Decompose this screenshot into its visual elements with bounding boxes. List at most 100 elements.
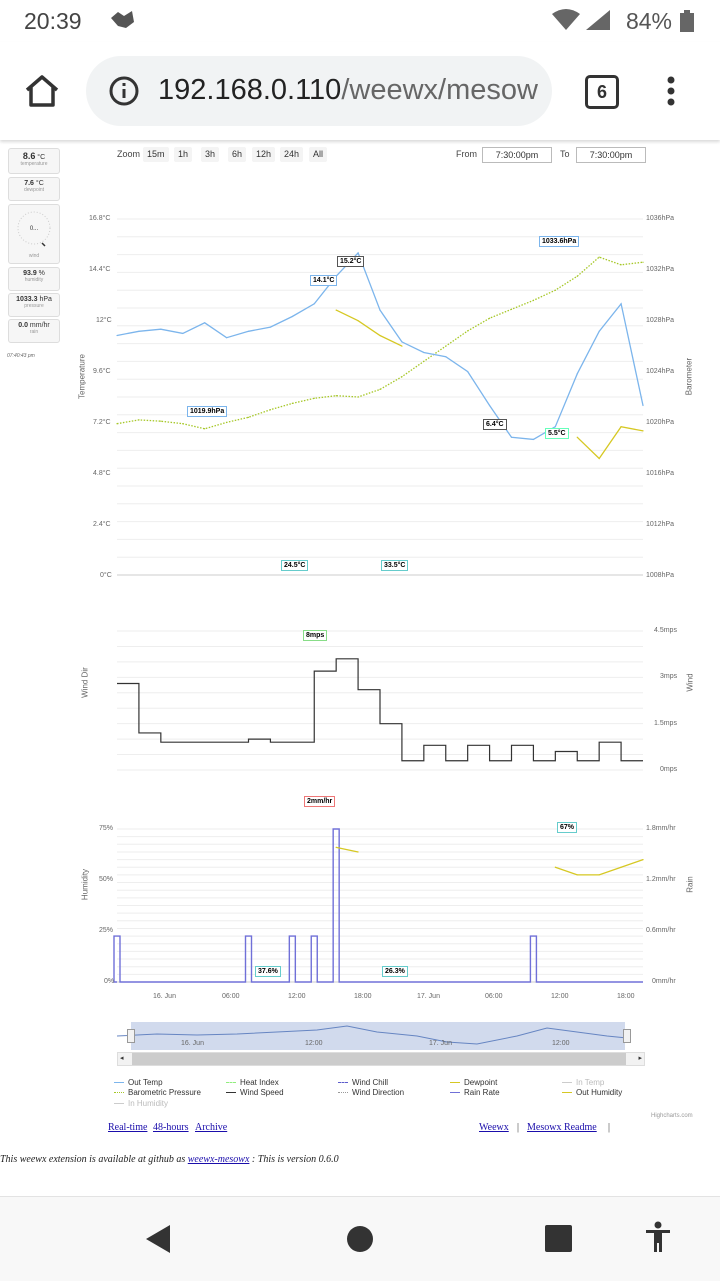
flag-dewpoint-min[interactable]: 5.5°C [545,428,569,439]
weewx-link[interactable]: Weewx [479,1122,509,1133]
legend-barometric-pressure[interactable]: Barometric Pressure [114,1088,201,1097]
xtick-4: 17. Jun [417,993,440,1000]
navigator-scrollbar[interactable]: ◂ ▸ [117,1052,645,1066]
legend-dewpoint[interactable]: Dewpoint [450,1078,497,1087]
zoom-12h-button[interactable]: 12h [252,147,276,162]
navigator[interactable]: 16. Jun 12:00 17. Jun 12:00 ◂ ▸ [117,1020,645,1066]
navigator-handle-left[interactable] [127,1029,135,1043]
legend-out-temp[interactable]: Out Temp [114,1078,163,1087]
legend-in-temp[interactable]: In Temp [562,1078,604,1087]
legend-heat-index[interactable]: Heat Index [226,1078,279,1087]
flag-wind-max[interactable]: 8mps [303,630,328,641]
zoom-1h-button[interactable]: 1h [174,147,193,162]
recents-icon[interactable] [545,1225,572,1252]
ytick-temp-5: 4.8°C [93,470,111,477]
nav-label-3: 12:00 [552,1040,570,1047]
legend-rain-rate[interactable]: Rain Rate [450,1088,500,1097]
archive-link[interactable]: Archive [195,1122,228,1133]
accessibility-icon[interactable] [645,1221,671,1253]
wind-axis-title: Wind [685,673,695,692]
zoom-3h-button[interactable]: 3h [201,147,220,162]
dewpoint-tile[interactable]: 7.6 °C dewpoint [8,177,60,201]
highcharts-credit[interactable]: Highcharts.com [651,1113,693,1119]
flag-humidity-min[interactable]: 67% [557,822,578,833]
series-barometric-pressure-point [510,308,513,310]
flag-temp-max[interactable]: 15.2°C [337,256,365,267]
flag-in-temp-max[interactable]: 33.5°C [381,560,409,571]
series-barometric-pressure-point [160,420,162,422]
github-link[interactable]: weewx-mesowx [187,1154,250,1165]
address-bar[interactable]: 192.168.0.110/weewx/mesow [86,56,552,126]
series-out-temp-point [160,328,162,330]
wind-tile[interactable]: 0... wind [8,204,60,264]
flag-in-humidity-min[interactable]: 37.6% [255,966,281,977]
48-hours-link[interactable]: 48-hours [153,1122,189,1133]
zoom-15m-button[interactable]: 15m [143,147,169,162]
scroll-left-arrow-icon[interactable]: ◂ [120,1055,124,1062]
legend-wind-speed[interactable]: Wind Speed [226,1088,284,1097]
info-icon[interactable] [108,75,140,107]
series-dewpoint-point [357,320,359,322]
flag-baro-max[interactable]: 1033.6hPa [539,236,580,247]
series-barometric-pressure-point [204,428,206,430]
home-icon[interactable] [24,74,60,108]
ytick-hum-3: 0% [104,978,115,985]
wind-value: 0... [30,226,39,232]
ytick-rain-3: 0mm/hr [652,978,676,985]
ytick-baro-4: 1020hPa [646,419,675,426]
humidity-tile[interactable]: 93.9 % humidity [8,267,60,291]
ytick-baro-3: 1024hPa [646,368,675,375]
flag-temp-min[interactable]: 6.4°C [483,419,507,430]
legend-out-humidity[interactable]: Out Humidity [562,1088,622,1097]
series-dewpoint-point [576,436,578,438]
ytick-temp-2: 12°C [96,317,112,324]
series-out-temp-point [642,404,644,407]
scroll-right-arrow-icon[interactable]: ▸ [638,1055,642,1062]
series-barometric-pressure-point [642,261,644,263]
android-nav-bar [0,1196,720,1281]
series-out-temp-point [510,436,513,438]
series-out-temp-point [467,370,469,373]
zoom-6h-button[interactable]: 6h [228,147,247,162]
browser-toolbar: 192.168.0.110/weewx/mesow 6 [0,42,720,140]
series-out-temp-point [554,426,556,428]
humidity-axis-title: Humidity [80,868,90,901]
series-out-humidity-point [598,874,600,876]
pressure-tile[interactable]: 1033.3 hPa pressure [8,293,60,317]
realtime-link[interactable]: Real-time [108,1122,148,1133]
series-barometric-pressure-point [532,299,535,301]
temperature-tile[interactable]: 8.6 °C temperature [8,148,60,174]
zoom-label: Zoom [117,149,141,159]
more-menu-icon[interactable] [664,76,678,108]
flag-in-humidity-max[interactable]: 26.3% [382,966,408,977]
navigator-handle-right[interactable] [623,1029,631,1043]
home-nav-icon[interactable] [346,1225,374,1253]
mesowx-readme-link[interactable]: Mesowx Readme [527,1122,597,1133]
legend-in-humidity[interactable]: In Humidity [114,1099,168,1108]
flag-baro-min[interactable]: 1019.9hPa [187,406,228,417]
from-date-input[interactable]: 7:30:00pm [482,147,552,163]
back-icon[interactable] [146,1225,172,1253]
dewpoint-label: dewpoint [23,187,44,193]
scrollbar-thumb[interactable] [132,1053,626,1065]
ytick-wind-1: 3mps [660,673,678,680]
tab-switcher-button[interactable]: 6 [585,75,619,109]
url-text[interactable]: 192.168.0.110/weewx/mesow [158,74,538,107]
legend-wind-direction[interactable]: Wind Direction [338,1088,404,1097]
legend-wind-chill[interactable]: Wind Chill [338,1078,388,1087]
ytick-temp-6: 2.4°C [93,521,111,528]
zoom-24h-button[interactable]: 24h [280,147,304,162]
series-out-temp-point [488,404,491,407]
weather-charts[interactable] [0,0,720,1140]
rain-tile[interactable]: 0.0 mm/hr rain [8,319,60,343]
to-date-input[interactable]: 7:30:00pm [576,147,646,163]
series-out-humidity-point [576,874,578,876]
flag-in-temp-min[interactable]: 24.5°C [281,560,309,571]
flag-rain-max[interactable]: 2mm/hr [304,796,336,807]
zoom-all-button[interactable]: All [309,147,328,162]
series-out-temp-point [532,438,535,440]
flag-temp-peak1[interactable]: 14.1°C [310,275,338,286]
series-barometric-pressure-point [445,345,447,347]
navigator-selection[interactable] [131,1022,625,1050]
series-wind-speed [117,658,643,762]
